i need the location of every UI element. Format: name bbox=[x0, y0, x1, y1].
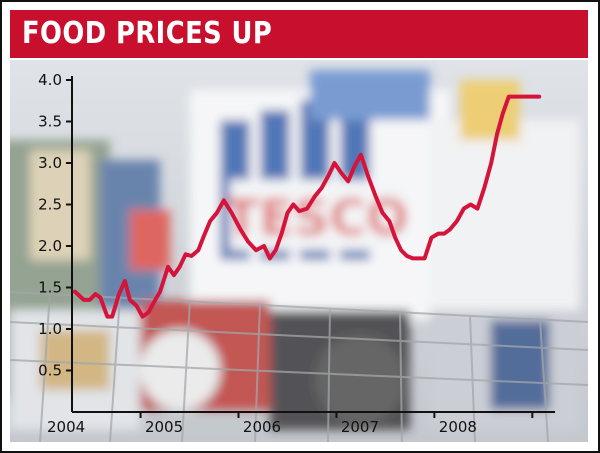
y-tick-label: 1.0 bbox=[38, 320, 62, 338]
background-photo: TESCO bbox=[10, 60, 588, 442]
y-tick-label: 4.0 bbox=[38, 71, 62, 89]
y-tick-label: 3.5 bbox=[38, 113, 62, 131]
y-tick-label: 0.5 bbox=[38, 362, 62, 380]
x-tick-label: 2008 bbox=[439, 418, 477, 436]
y-tick-label: 2.5 bbox=[38, 196, 62, 214]
banner-title: FOOD PRICES UP bbox=[22, 16, 273, 51]
y-tick-label: 2.0 bbox=[38, 237, 62, 255]
title-banner: FOOD PRICES UP bbox=[10, 10, 588, 58]
shopping-cart-photo: TESCO bbox=[10, 60, 588, 442]
x-tick-label: 2007 bbox=[341, 418, 379, 436]
x-tick-label: 2005 bbox=[145, 418, 183, 436]
x-tick-label: 2004 bbox=[47, 418, 85, 436]
x-tick-label: 2006 bbox=[243, 418, 281, 436]
y-tick-label: 1.5 bbox=[38, 279, 62, 297]
series-line-0 bbox=[72, 94, 542, 319]
y-tick-label: 3.0 bbox=[38, 154, 62, 172]
